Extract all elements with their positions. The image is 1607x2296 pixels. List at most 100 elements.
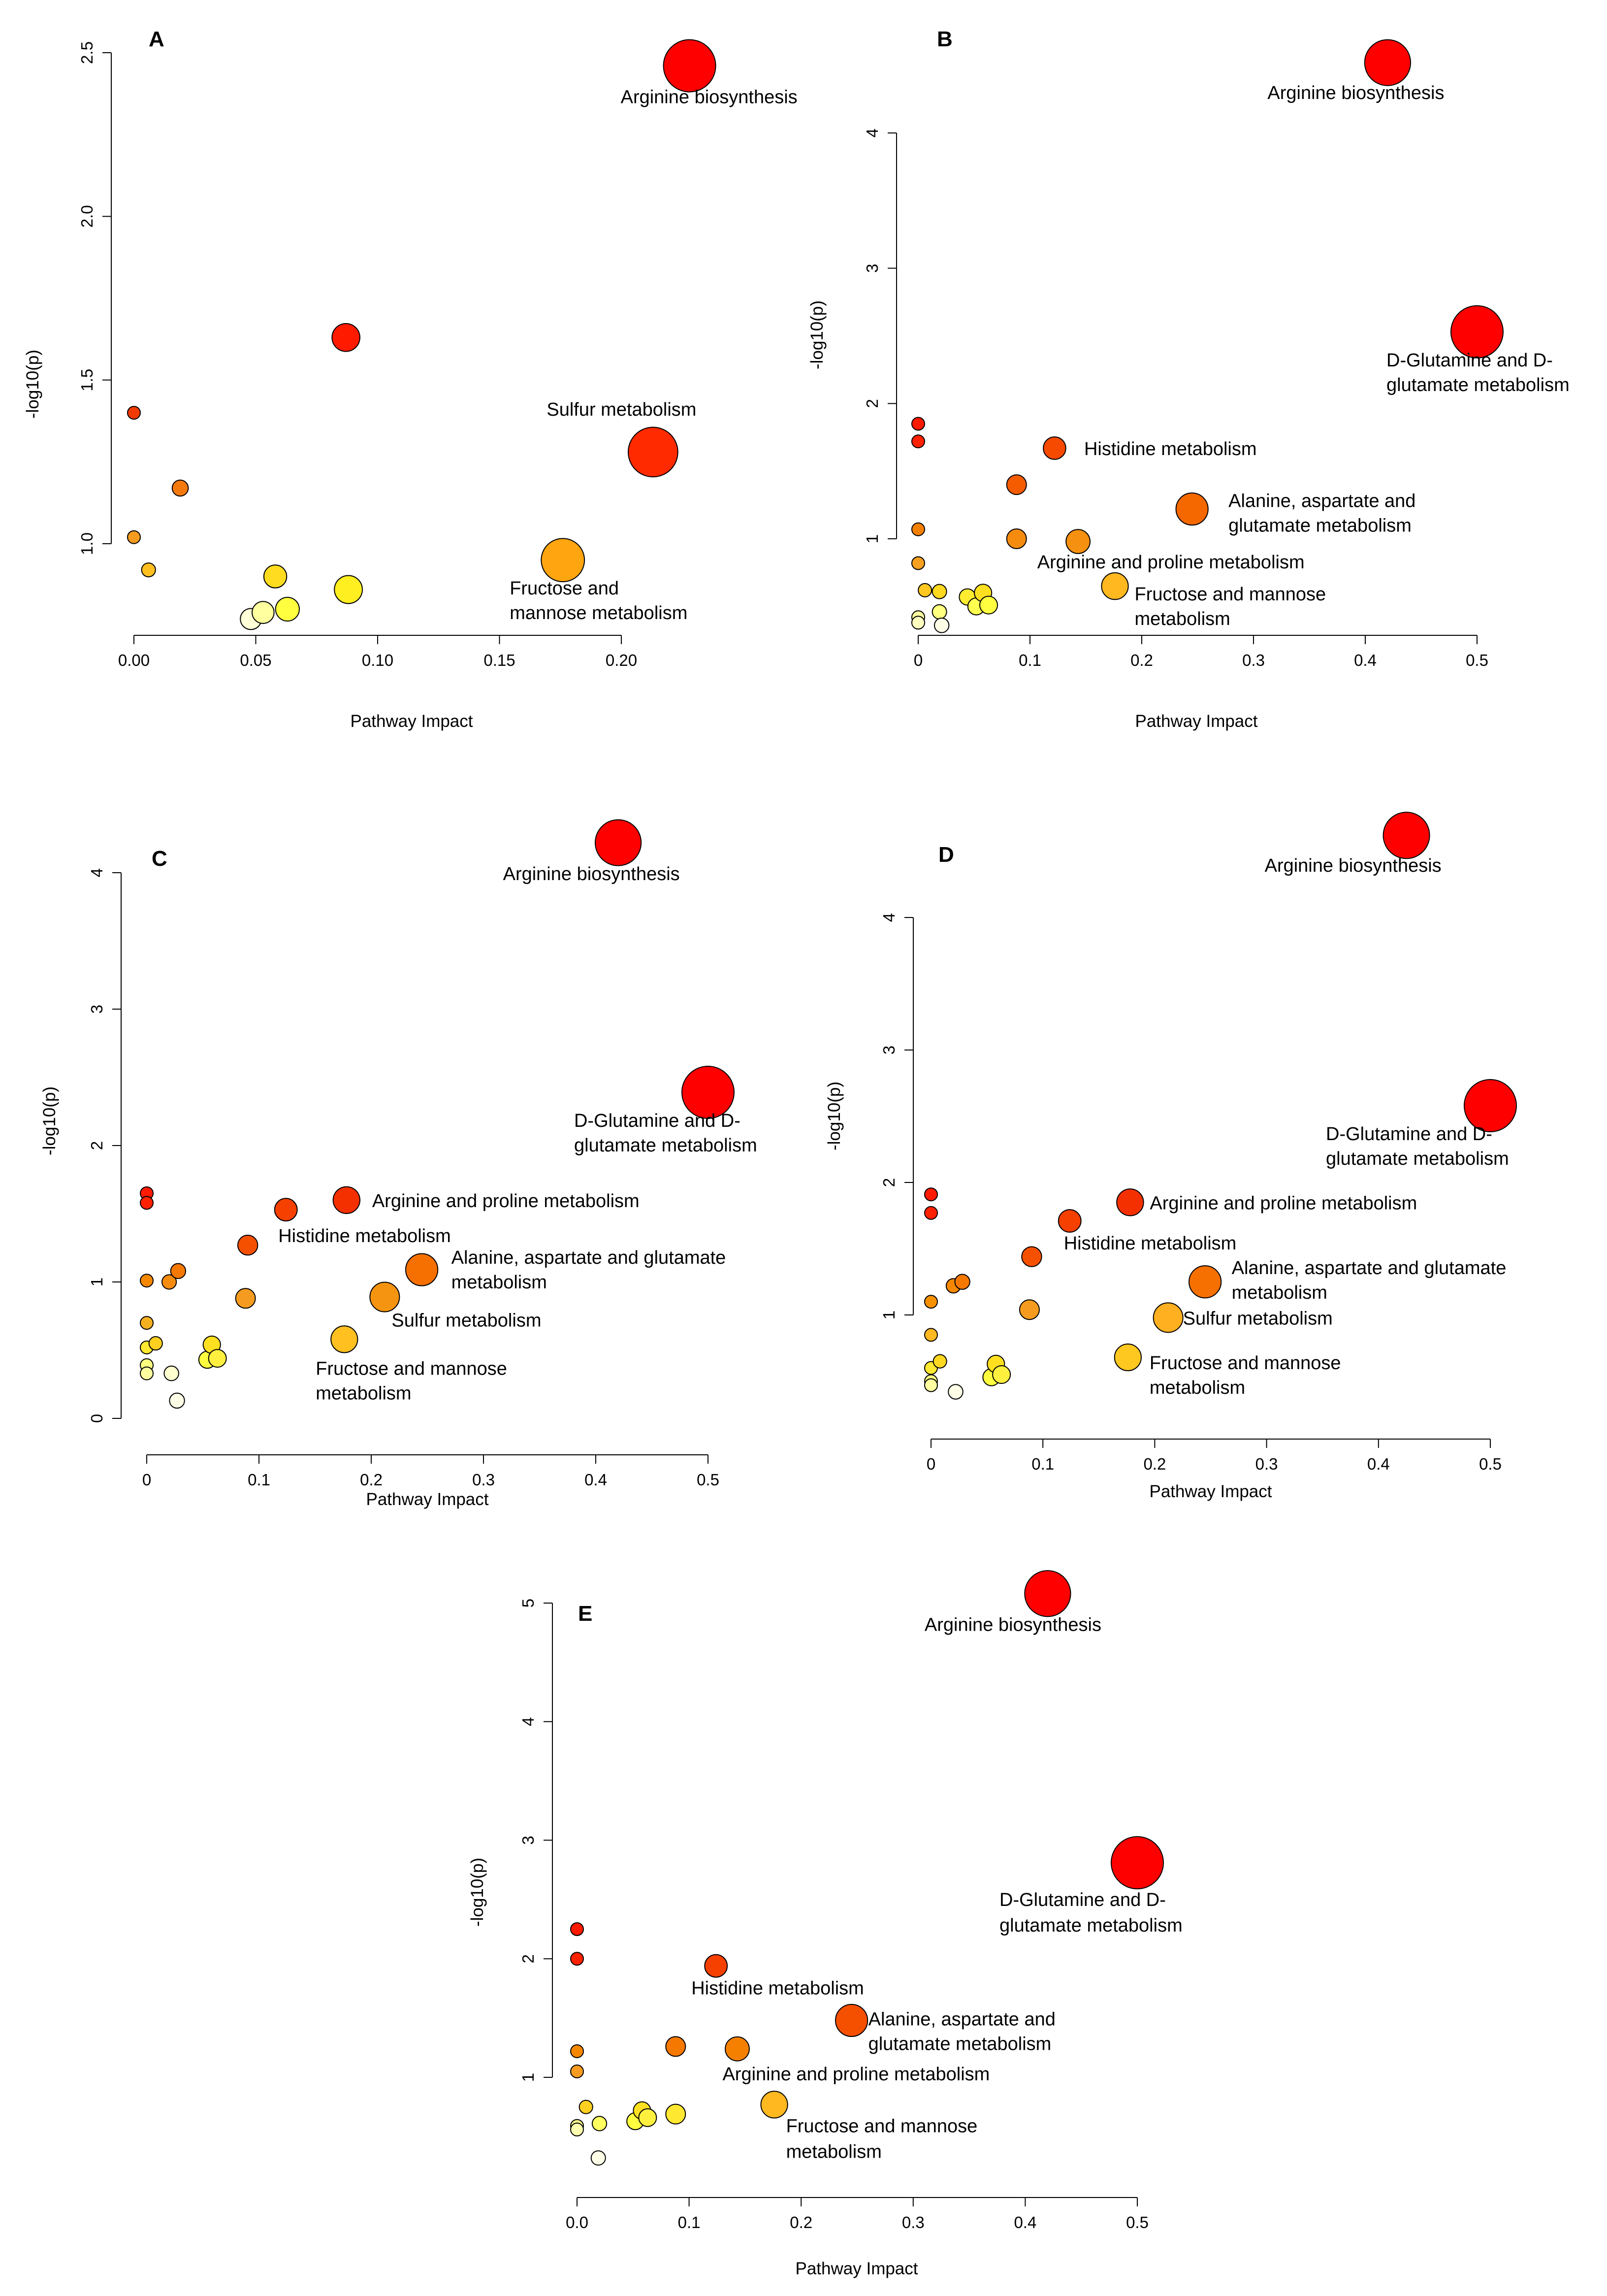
annotation-fructose-and-mannose-metabolism: Fructose and mannose metabolism bbox=[510, 578, 687, 623]
y-axis-title: -log10(p) bbox=[23, 350, 42, 419]
data-point bbox=[579, 2099, 593, 2114]
data-point bbox=[263, 564, 288, 589]
x-tick-label: 0.0 bbox=[566, 2213, 588, 2231]
data-point bbox=[911, 616, 925, 630]
x-tick-label: 0.2 bbox=[1130, 651, 1153, 669]
data-point bbox=[275, 596, 300, 622]
data-point-fructose-and-mannose-metabolism bbox=[541, 538, 585, 583]
data-point bbox=[948, 1384, 964, 1400]
annotation-arginine-and-proline-metabolism: Arginine and proline metabolism bbox=[1150, 1193, 1417, 1214]
data-point bbox=[140, 1274, 154, 1288]
data-point bbox=[570, 2064, 584, 2078]
x-tick-label: 0.10 bbox=[362, 651, 393, 669]
x-tick-label: 0.1 bbox=[1019, 651, 1041, 669]
x-tick-label: 0.2 bbox=[1143, 1455, 1166, 1473]
annotation-arginine-biosynthesis: Arginine biosynthesis bbox=[621, 87, 798, 108]
y-tick-label: 4 bbox=[863, 129, 881, 137]
annotation-arginine-and-proline-metabolism: Arginine and proline metabolism bbox=[722, 2064, 990, 2085]
annotation-histidine-metabolism: Histidine metabolism bbox=[1064, 1233, 1237, 1254]
x-tick-label: 0.5 bbox=[1466, 651, 1488, 669]
data-point-sulfur-metabolism bbox=[369, 1281, 400, 1312]
panel-e: E 0.0 0.1 0.2 0.3 0.4 0.5 1 2 3 4 5 Pathway Impact -l… bbox=[468, 1570, 1183, 2278]
annotation-histidine-metabolism: Histidine metabolism bbox=[1084, 439, 1257, 459]
data-point-arginine-biosynthesis bbox=[595, 819, 642, 866]
data-point bbox=[570, 2044, 584, 2059]
data-point-arginine-and-proline-metabolism bbox=[1116, 1188, 1144, 1216]
x-tick-label: 0.15 bbox=[483, 651, 515, 669]
data-point bbox=[208, 1349, 227, 1368]
data-point-arginine-and-proline-metabolism bbox=[1006, 528, 1027, 549]
y-tick-label: 4 bbox=[88, 868, 106, 877]
data-point bbox=[570, 2122, 584, 2136]
data-point bbox=[1019, 1299, 1040, 1320]
annotation-arginine-and-proline-metabolism: Arginine and proline metabolism bbox=[1037, 552, 1305, 573]
y-tick-label: 5 bbox=[519, 1599, 537, 1607]
data-point bbox=[163, 1365, 179, 1381]
data-point bbox=[954, 1274, 970, 1290]
annotation-d-glutamine-and-d-glutamate-metabolism: D-Glutamine and D-glutamate metabolism bbox=[1386, 350, 1570, 395]
x-tick-label: 0.4 bbox=[1367, 1455, 1390, 1473]
data-point-arginine-and-proline-metabolism bbox=[725, 2036, 750, 2062]
data-point bbox=[1006, 474, 1027, 495]
annotation-arginine-biosynthesis: Arginine biosynthesis bbox=[1267, 83, 1444, 103]
y-tick-label: 4 bbox=[519, 1717, 537, 1726]
x-tick-label: 0.00 bbox=[118, 651, 150, 669]
data-point-fructose-and-mannose-metabolism bbox=[1114, 1343, 1142, 1372]
panel-letter: B bbox=[937, 27, 953, 51]
annotation-arginine-biosynthesis: Arginine biosynthesis bbox=[925, 1615, 1101, 1636]
data-point bbox=[911, 556, 925, 570]
data-point bbox=[665, 2036, 686, 2057]
data-point bbox=[911, 434, 925, 449]
data-point-d-glutamine-and-d-glutamate-metabolism bbox=[1450, 305, 1504, 359]
y-tick-label: 1.0 bbox=[78, 532, 96, 555]
annotation-d-glutamine-and-d-glutamate-metabolism: D-Glutamine and D-glutamate metabolism bbox=[574, 1111, 757, 1156]
y-tick-label: 2 bbox=[88, 1141, 106, 1150]
annotation-d-glutamine-and-d-glutamate-metabolism: D-Glutamine and D-glutamate metabolism bbox=[1326, 1124, 1509, 1169]
data-point bbox=[918, 583, 932, 597]
annotation-sulfur-metabolism: Sulfur metabolism bbox=[546, 399, 696, 420]
data-point-fructose-and-mannose-metabolism bbox=[760, 2091, 788, 2119]
data-point bbox=[570, 1952, 584, 1966]
data-point-alanine-aspartate-and-glutamate-metabolism bbox=[1175, 492, 1209, 526]
x-tick-label: 0.4 bbox=[1354, 651, 1377, 669]
x-tick-label: 0.2 bbox=[360, 1471, 383, 1489]
y-tick-label: 3 bbox=[519, 1836, 537, 1844]
y-tick-label: 1 bbox=[863, 534, 881, 543]
x-tick-label: 0.20 bbox=[606, 651, 637, 669]
panel-c: C 0 0.1 0.2 0.3 0.4 0.5 0 1 2 3 4 Pathway Impact -log… bbox=[40, 819, 757, 1509]
y-tick-label: 2.5 bbox=[78, 41, 96, 64]
panel-letter: C bbox=[152, 847, 167, 871]
data-point bbox=[590, 2150, 606, 2166]
data-point bbox=[141, 562, 156, 578]
x-tick-label: 0.05 bbox=[240, 651, 271, 669]
y-tick-label: 3 bbox=[88, 1005, 106, 1014]
data-point bbox=[235, 1288, 256, 1309]
data-point-histidine-metabolism bbox=[1043, 436, 1066, 460]
data-point bbox=[1065, 529, 1091, 554]
data-point bbox=[127, 530, 141, 544]
y-axis-title: -log10(p) bbox=[468, 1858, 487, 1927]
data-point bbox=[140, 1316, 154, 1330]
data-point-alanine-aspartate-and-glutamate-metabolism bbox=[405, 1253, 439, 1286]
data-point bbox=[665, 2103, 686, 2125]
data-point-arginine-and-proline-metabolism bbox=[332, 1186, 361, 1214]
data-point-arginine-biosynthesis bbox=[663, 39, 716, 93]
data-point bbox=[170, 1263, 187, 1279]
data-point-arginine-biosynthesis bbox=[1364, 39, 1411, 86]
data-point-histidine-metabolism bbox=[1058, 1209, 1082, 1233]
panel-a: A 0.00 0.05 0.10 0.15 0.20 1.0 1.5 2.0 2.5 Pathway… bbox=[23, 27, 798, 731]
data-point bbox=[161, 1274, 177, 1290]
data-point bbox=[252, 601, 275, 624]
annotation-fructose-and-mannose-metabolism: Fructose and mannose metabolism bbox=[1150, 1353, 1341, 1398]
data-point bbox=[924, 1206, 938, 1220]
y-tick-label: 0 bbox=[88, 1414, 106, 1423]
annotation-histidine-metabolism: Histidine metabolism bbox=[278, 1226, 451, 1246]
x-axis-title: Pathway Impact bbox=[796, 2259, 918, 2278]
data-point bbox=[570, 1922, 584, 1936]
data-point bbox=[274, 1198, 298, 1222]
data-point-alanine-aspartate-and-glutamate-metabolism bbox=[1189, 1265, 1222, 1299]
data-point bbox=[169, 1392, 185, 1409]
annotation-alanine-aspartate-and-glutamate-metabolism: Alanine, aspartate and glutamate metaboli… bbox=[451, 1247, 726, 1293]
data-point-arginine-biosynthesis bbox=[1382, 812, 1430, 859]
x-tick-label: 0.1 bbox=[678, 2213, 701, 2231]
